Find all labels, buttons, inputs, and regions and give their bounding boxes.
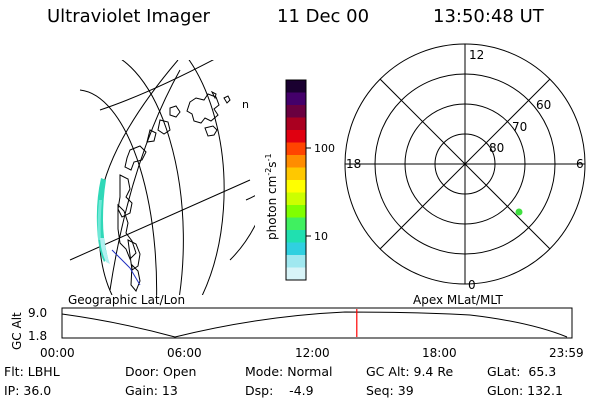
orbit-timeline bbox=[61, 307, 573, 339]
info-ip: IP: 36.0 bbox=[4, 383, 51, 398]
colorbar-label: photon cm-2s-1 bbox=[264, 153, 279, 240]
info-gain: Gain: 13 bbox=[125, 383, 178, 398]
info-glon: GLon: 132.1 bbox=[487, 383, 563, 398]
colorbar-label-main: photon cm bbox=[265, 176, 279, 240]
page-title: Ultraviolet Imager bbox=[47, 6, 210, 27]
lat-label-80: 80 bbox=[489, 141, 504, 155]
info-mode: Mode: Normal bbox=[245, 364, 332, 379]
colorbar bbox=[286, 80, 306, 281]
timeline-xtick-0600: 06:00 bbox=[167, 346, 202, 360]
aurora-emission bbox=[96, 178, 110, 264]
polar-diagonal bbox=[379, 78, 551, 250]
colorbar-swatch bbox=[286, 255, 306, 268]
colorbar-swatch bbox=[286, 130, 306, 143]
mlt-label-0: 0 bbox=[468, 278, 476, 292]
colorbar-frame bbox=[285, 79, 307, 281]
colorbar-label-mid: s bbox=[265, 161, 279, 167]
timeline-xtick-1800: 18:00 bbox=[422, 346, 457, 360]
colorbar-swatch bbox=[286, 242, 306, 256]
geographic-map bbox=[69, 60, 255, 295]
colorbar-swatch bbox=[286, 205, 306, 218]
timeline-ylabel: GC Alt bbox=[10, 312, 24, 350]
colorbar-label-sup1: -2 bbox=[264, 168, 273, 176]
mlt-label-6: 6 bbox=[576, 157, 584, 171]
map-edge-mark: n bbox=[242, 98, 249, 111]
colorbar-swatch bbox=[286, 180, 306, 193]
time-label: 13:50:48 UT bbox=[433, 6, 544, 27]
timeline-ytick-max: 9.0 bbox=[28, 306, 47, 320]
satellite-position-dot bbox=[515, 208, 523, 216]
colorbar-swatch bbox=[286, 155, 306, 168]
info-gc-alt: GC Alt: 9.4 Re bbox=[366, 364, 453, 379]
colorbar-tick-label-10: 10 bbox=[314, 230, 328, 243]
timeline-xtick-1200: 12:00 bbox=[295, 346, 330, 360]
info-seq: Seq: 39 bbox=[366, 383, 414, 398]
colorbar-swatch bbox=[286, 267, 306, 281]
info-dsp: Dsp: -4.9 bbox=[245, 383, 314, 398]
colorbar-swatch bbox=[286, 230, 306, 243]
colorbar-tick-label-100: 100 bbox=[314, 142, 335, 155]
latitude-grid-lines bbox=[79, 60, 255, 295]
mlt-label-18: 18 bbox=[346, 157, 361, 171]
mlt-label-12: 12 bbox=[469, 48, 484, 62]
colorbar-swatch bbox=[286, 217, 306, 231]
coast-blue-segment bbox=[111, 249, 141, 286]
colorbar-swatch bbox=[286, 92, 306, 106]
colorbar-swatch bbox=[286, 192, 306, 206]
geographic-panel-label: Geographic Lat/Lon bbox=[68, 293, 185, 307]
colorbar-swatch bbox=[286, 142, 306, 156]
colorbar-swatch bbox=[286, 167, 306, 181]
lat-label-70: 70 bbox=[512, 120, 527, 134]
lat-label-60: 60 bbox=[536, 98, 551, 112]
colorbar-swatch bbox=[286, 80, 306, 93]
date-label: 11 Dec 00 bbox=[277, 6, 370, 27]
polar-plot bbox=[344, 43, 586, 285]
polar-panel-label: Apex MLat/MLT bbox=[413, 293, 503, 307]
info-glat: GLat: 65.3 bbox=[487, 364, 556, 379]
timeline-frame bbox=[61, 307, 573, 339]
altitude-curve bbox=[61, 311, 568, 338]
timeline-xtick-2359: 23:59 bbox=[549, 346, 584, 360]
coastline bbox=[117, 90, 231, 292]
info-door: Door: Open bbox=[125, 364, 196, 379]
timeline-ytick-min: 1.8 bbox=[28, 329, 47, 343]
colorbar-swatch bbox=[286, 117, 306, 131]
colorbar-swatch bbox=[286, 105, 306, 118]
timeline-xtick-0000: 00:00 bbox=[40, 346, 75, 360]
info-filter: Flt: LBHL bbox=[4, 364, 60, 379]
colorbar-label-sup2: -1 bbox=[264, 153, 273, 161]
